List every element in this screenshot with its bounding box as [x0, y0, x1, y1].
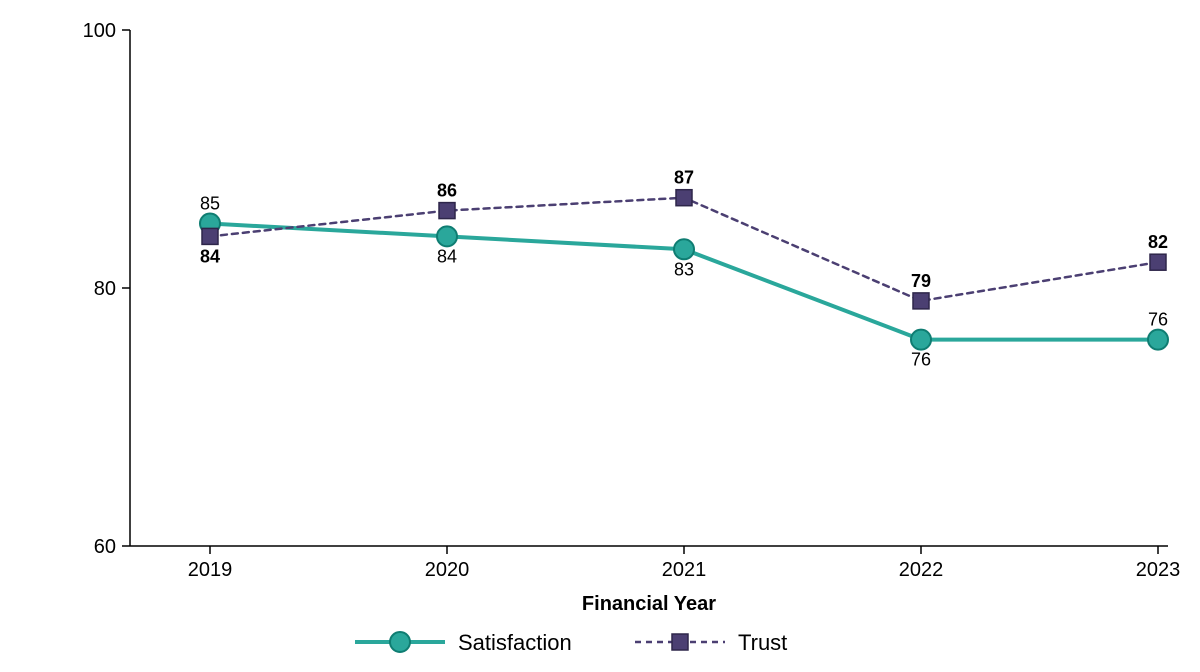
y-tick-label: 60 — [94, 536, 116, 558]
series-marker — [913, 293, 929, 309]
legend-marker — [390, 632, 410, 652]
x-tick-label: 2022 — [899, 559, 944, 581]
data-label: 85 — [200, 194, 220, 214]
y-tick-label: 100 — [83, 20, 116, 42]
chart-container: 60 80 100 2019 2020 2021 2022 2023 Financial Yea… — [0, 0, 1200, 672]
data-label: 87 — [674, 168, 694, 188]
data-label: 79 — [911, 271, 931, 291]
data-label: 84 — [437, 246, 457, 266]
series-marker — [439, 203, 455, 219]
data-label: 83 — [674, 259, 694, 279]
series-marker — [202, 228, 218, 244]
series-marker — [676, 190, 692, 206]
series-marker — [1150, 254, 1166, 270]
legend-label: Satisfaction — [458, 630, 572, 655]
series-marker — [437, 226, 457, 246]
data-label: 82 — [1148, 232, 1168, 252]
legend-marker — [672, 634, 688, 650]
x-tick-label: 2020 — [425, 559, 470, 581]
data-label: 76 — [911, 350, 931, 370]
legend-label: Trust — [738, 630, 787, 655]
line-chart: 60 80 100 2019 2020 2021 2022 2023 Financial Yea… — [0, 0, 1200, 672]
x-tick-label: 2019 — [188, 559, 233, 581]
x-tick-label: 2023 — [1136, 559, 1181, 581]
data-label: 76 — [1148, 310, 1168, 330]
series-marker — [1148, 330, 1168, 350]
y-tick-label: 80 — [94, 278, 116, 300]
data-label: 84 — [200, 246, 220, 266]
x-axis-title: Financial Year — [582, 593, 716, 615]
data-label: 86 — [437, 181, 457, 201]
series-marker — [674, 239, 694, 259]
x-tick-label: 2021 — [662, 559, 707, 581]
series-marker — [911, 330, 931, 350]
